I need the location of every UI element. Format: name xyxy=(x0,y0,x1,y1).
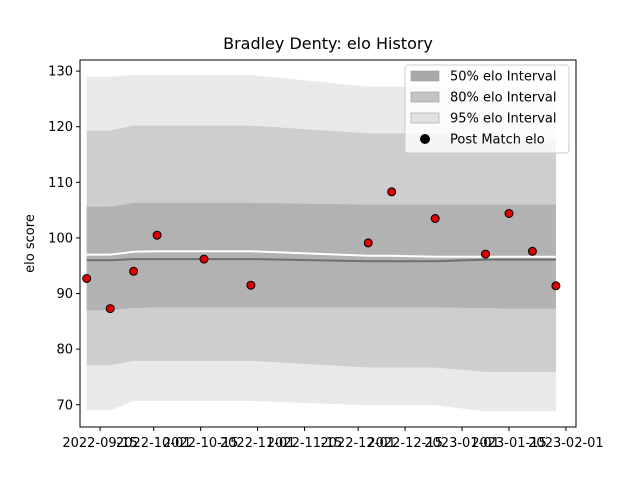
legend-swatch xyxy=(410,91,440,103)
post-match-point xyxy=(82,274,92,283)
x-tick-label: 2022-10-15 xyxy=(163,436,239,451)
legend-swatch xyxy=(410,70,440,82)
post-match-point xyxy=(199,254,209,264)
x-tick-label: 2022-11-01 xyxy=(220,436,296,451)
x-tick-label: 2023-01-01 xyxy=(424,436,500,451)
post-match-point xyxy=(363,238,373,248)
trend-line-1 xyxy=(86,250,556,258)
x-tick-label: 2023-01-15 xyxy=(471,436,547,451)
legend-label: Post Match elo xyxy=(450,133,545,148)
x-tick-label: 2022-12-15 xyxy=(367,436,443,451)
post-match-point xyxy=(527,246,537,256)
y-tick-label: 130 xyxy=(48,65,73,80)
legend-label: 95% elo Interval xyxy=(450,112,557,127)
legend-label: 80% elo Interval xyxy=(450,91,557,106)
x-tick-label: 2022-10-01 xyxy=(116,436,192,451)
legend: 50% elo Interval 80% elo Interval 95% elo … xyxy=(404,64,570,154)
chart-title: Bradley Denty: elo History xyxy=(223,34,433,53)
y-tick-label: 70 xyxy=(56,398,73,413)
post-match-point xyxy=(246,280,256,290)
legend-box xyxy=(404,64,570,154)
post-match-point xyxy=(105,304,115,314)
y-tick-label: 90 xyxy=(56,287,73,302)
post-match-point xyxy=(504,209,514,218)
y-tick-label: 80 xyxy=(56,343,73,358)
post-match-point xyxy=(481,249,490,259)
band-1 xyxy=(86,202,556,311)
post-match-point xyxy=(152,230,162,240)
x-tick-label: 2022-12-01 xyxy=(320,436,396,451)
trend-line-2 xyxy=(86,258,556,263)
legend-dot xyxy=(420,134,430,144)
legend-swatch xyxy=(410,112,440,124)
plot-frame xyxy=(79,59,577,428)
x-tick-label: 2023-02-01 xyxy=(528,436,604,451)
post-match-point xyxy=(129,266,139,276)
x-tick-label: 2022-11-15 xyxy=(267,436,343,451)
legend-label: 50% elo Interval xyxy=(450,70,557,85)
y-tick-label: 120 xyxy=(48,120,73,135)
x-tick-label: 2022-09-15 xyxy=(62,436,138,451)
post-match-point xyxy=(551,281,561,291)
y-tick-label: 110 xyxy=(48,176,73,191)
post-match-points xyxy=(82,187,561,314)
interval-bands xyxy=(86,75,556,412)
axes: 7080901001101201302022-09-152022-10-0120… xyxy=(48,59,604,451)
post-match-point xyxy=(430,214,440,223)
y-tick-label: 100 xyxy=(48,231,73,246)
trend-lines xyxy=(86,250,556,263)
y-axis-title: elo score xyxy=(23,214,38,273)
post-match-point xyxy=(387,187,397,197)
